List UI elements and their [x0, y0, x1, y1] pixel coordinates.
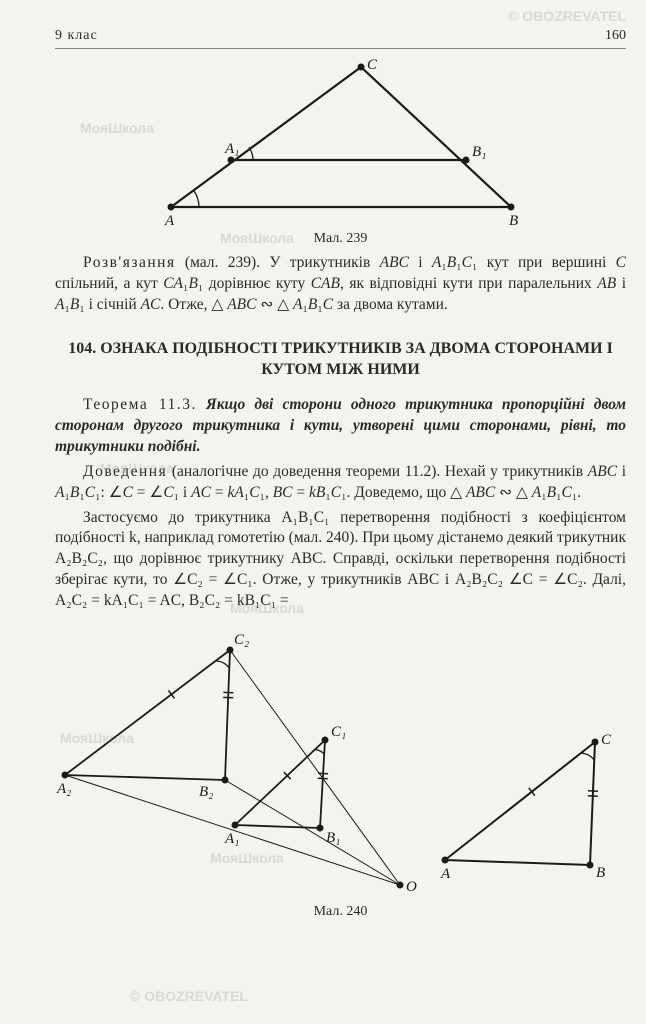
- watermark-top: © OBOZREVATEL: [508, 8, 626, 24]
- solution-paragraph: Розв'язання (мал. 239). У трикутників AB…: [55, 253, 626, 316]
- page-number: 160: [605, 28, 626, 44]
- class-label: 9 клас: [55, 28, 98, 44]
- svg-text:B: B: [596, 865, 605, 881]
- figure-239-svg: A B C A₁ B₁: [141, 57, 541, 227]
- theorem-label: Теорема 11.3.: [83, 396, 197, 413]
- figure-239-caption: Мал. 239: [55, 231, 626, 247]
- theorem-paragraph: Теорема 11.3. Якщо дві сторони одного тр…: [55, 395, 626, 458]
- svg-text:B: B: [509, 213, 518, 227]
- svg-text:A: A: [164, 213, 175, 227]
- svg-text:B₂: B₂: [199, 784, 213, 800]
- svg-text:A₁: A₁: [224, 141, 239, 157]
- figure-240-left-svg: A₂ C₂ B₂ A₁ C₁ B₁ O: [55, 620, 425, 900]
- svg-text:C: C: [367, 57, 378, 73]
- svg-text:O: O: [406, 879, 417, 895]
- figure-240-caption: Мал. 240: [55, 904, 626, 920]
- watermark-bottom: © OBOZREVATEL: [130, 988, 248, 1004]
- figure-239: A B C A₁ B₁ Мал. 239: [55, 57, 626, 247]
- page-header: 9 клас 160: [55, 28, 626, 49]
- svg-text:A₂: A₂: [56, 781, 71, 797]
- svg-text:C₂: C₂: [234, 632, 249, 648]
- proof-label: Доведення: [83, 463, 167, 480]
- figure-240-right-svg: A B C: [435, 730, 620, 900]
- svg-text:C₁: C₁: [331, 724, 346, 740]
- solution-label: Розв'язання: [83, 254, 176, 271]
- figure-240-row: A₂ C₂ B₂ A₁ C₁ B₁ O A B C: [55, 620, 626, 900]
- proof-paragraph-2: Застосуємо до трикутника A₁B₁C₁ перетвор…: [55, 508, 626, 613]
- svg-text:B₁: B₁: [326, 830, 340, 846]
- svg-text:A: A: [440, 866, 451, 882]
- svg-text:A₁: A₁: [224, 831, 239, 847]
- section-title: 104. ОЗНАКА ПОДІБНОСТІ ТРИКУТНИКІВ ЗА ДВ…: [55, 338, 626, 381]
- proof-paragraph-1: Доведення (аналогічне до доведення теоре…: [55, 462, 626, 504]
- svg-text:C: C: [601, 732, 612, 748]
- svg-text:B₁: B₁: [472, 144, 486, 160]
